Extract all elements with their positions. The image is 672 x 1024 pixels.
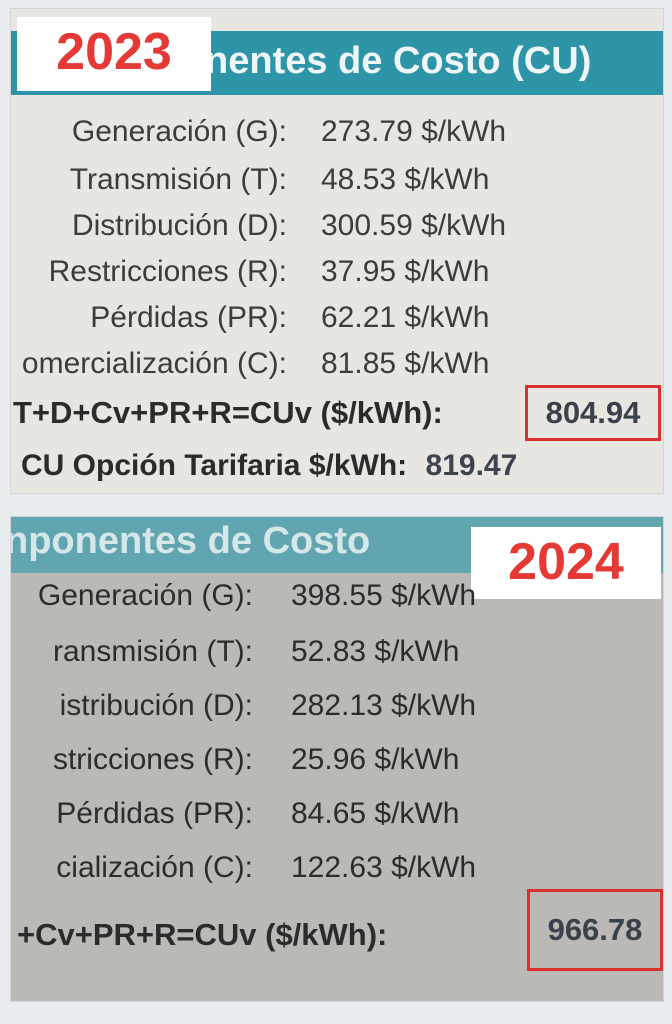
row-restricciones: stricciones (R): 25.96 $/kWh [11, 743, 663, 789]
row-value: 25.96 $/kWh [291, 743, 460, 776]
row-generacion: Generación (G): 398.55 $/kWh [11, 579, 663, 625]
row-label: omercialización (C): [21, 347, 287, 380]
row-value: 62.21 $/kWh [321, 301, 490, 334]
row-value: 273.79 $/kWh [321, 115, 507, 148]
row-label: cialización (C): [56, 851, 253, 884]
row-transmision: ransmisión (T): 52.83 $/kWh [11, 635, 663, 681]
row-transmision: Transmisión (T): 48.53 $/kWh [11, 163, 663, 209]
option-value: 819.47 [425, 449, 518, 482]
row-value: 81.85 $/kWh [321, 347, 490, 380]
total-highlight-2023: 804.94 [525, 385, 661, 441]
formula-2023: T+D+Cv+PR+R=CUv ($/kWh): [13, 395, 443, 430]
row-perdidas: Pérdidas (PR): 84.65 $/kWh [11, 797, 663, 843]
panel-2024: nponentes de Costo 2024 Generación (G): … [10, 516, 664, 1002]
row-comercializacion: cialización (C): 122.63 $/kWh [11, 851, 663, 897]
row-label: Pérdidas (PR): [56, 797, 253, 830]
row-distribucion: istribución (D): 282.13 $/kWh [11, 689, 663, 735]
year-badge-2024: 2024 [471, 527, 661, 599]
row-value: 300.59 $/kWh [321, 209, 507, 242]
row-label: Transmisión (T): [69, 163, 287, 196]
row-label: istribución (D): [59, 689, 253, 722]
row-value: 37.95 $/kWh [321, 255, 490, 288]
row-value: 84.65 $/kWh [291, 797, 460, 830]
row-perdidas: Pérdidas (PR): 62.21 $/kWh [11, 301, 663, 347]
row-value: 282.13 $/kWh [291, 689, 477, 722]
row-restricciones: Restricciones (R): 37.95 $/kWh [11, 255, 663, 301]
total-highlight-2024: 966.78 [527, 889, 663, 971]
option-label: CU Opción Tarifaria $/kWh: [21, 449, 408, 482]
row-label: Generación (G): [71, 115, 287, 148]
row-label: Generación (G): [37, 579, 253, 612]
row-label: stricciones (R): [52, 743, 253, 776]
row-comercializacion: omercialización (C): 81.85 $/kWh [11, 347, 663, 393]
row-label: ransmisión (T): [52, 635, 253, 668]
formula-2024: +Cv+PR+R=CUv ($/kWh): [17, 917, 388, 952]
option-tarifaria-row: CU Opción Tarifaria $/kWh: 819.47 [21, 449, 517, 483]
row-generacion: Generación (G): 273.79 $/kWh [11, 115, 663, 161]
row-label: Pérdidas (PR): [90, 301, 287, 334]
row-distribucion: Distribución (D): 300.59 $/kWh [11, 209, 663, 255]
row-value: 398.55 $/kWh [291, 579, 477, 612]
row-value: 52.83 $/kWh [291, 635, 460, 668]
row-label: Restricciones (R): [48, 255, 287, 288]
panel-2023: nentes de Costo (CU) 2023 Generación (G)… [10, 8, 664, 494]
row-value: 122.63 $/kWh [291, 851, 477, 884]
row-label: Distribución (D): [71, 209, 287, 242]
row-value: 48.53 $/kWh [321, 163, 490, 196]
year-badge-2023: 2023 [17, 17, 211, 91]
